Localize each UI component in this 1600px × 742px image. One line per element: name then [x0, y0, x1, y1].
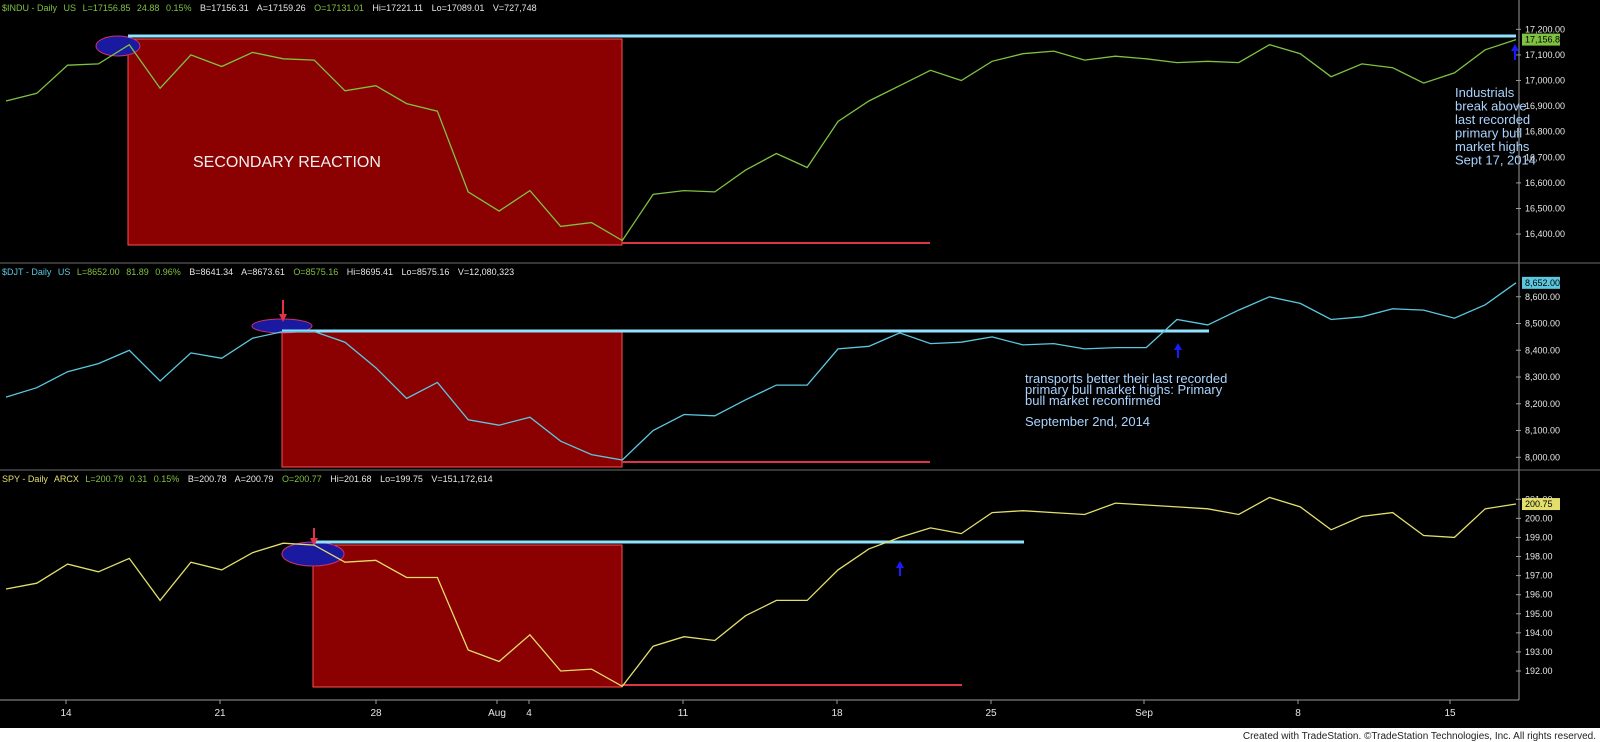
y-tick-label: 8,000.00 — [1525, 452, 1560, 462]
secondary-reaction-box — [312, 544, 623, 688]
y-tick-label: 16,400.00 — [1525, 229, 1565, 239]
indu-price-line — [5, 38, 1517, 242]
price-axis-area — [1519, 0, 1600, 728]
djt-price-line — [5, 282, 1517, 461]
pane-spy: SPY - Daily ARCX L=200.79 0.31 0.15% B=2… — [2, 474, 1024, 688]
x-tick-label: 25 — [985, 708, 997, 719]
y-tick-label: 17,200.00 — [1525, 24, 1565, 34]
x-tick-label: Sep — [1135, 708, 1153, 719]
y-tick-label: 8,300.00 — [1525, 372, 1560, 382]
x-tick-label: 4 — [526, 708, 532, 719]
up-arrow-icon — [1511, 44, 1519, 60]
industrials-note: Industrials break above last recorded pr… — [1455, 85, 1536, 168]
secondary-reaction-box — [127, 38, 623, 246]
y-tick-label: 8,400.00 — [1525, 345, 1560, 355]
secondary-reaction-box — [281, 329, 623, 468]
last-price-label: 200.75 — [1525, 499, 1553, 509]
y-tick-label: 8,200.00 — [1525, 399, 1560, 409]
y-tick-label: 8,500.00 — [1525, 319, 1560, 329]
spy-header: SPY - Daily ARCX L=200.79 0.31 0.15% B=2… — [2, 474, 493, 484]
y-tick-label: 16,500.00 — [1525, 203, 1565, 213]
up-arrow-icon — [1174, 343, 1182, 358]
x-tick-label: 28 — [370, 708, 382, 719]
last-price-badge — [1522, 276, 1560, 289]
y-tick-label: 197.00 — [1525, 571, 1553, 581]
series-layer — [5, 38, 1517, 688]
y-tick-label: 16,800.00 — [1525, 127, 1565, 137]
djt-header: $DJT - Daily US L=8652.00 81.89 0.96% B=… — [2, 267, 514, 277]
up-arrow-icon — [896, 561, 904, 576]
y-tick-label: 17,000.00 — [1525, 76, 1565, 86]
pane-indu: $INDU - Daily US L=17156.85 24.88 0.15% … — [2, 3, 1536, 246]
x-tick-label: 11 — [678, 708, 689, 719]
copyright-footer: Created with TradeStation. ©TradeStation… — [1243, 731, 1596, 742]
prior-high-ellipse — [95, 35, 141, 57]
y-tick-label: 195.00 — [1525, 609, 1553, 619]
last-price-badge — [1522, 33, 1560, 46]
y-tick-label: 192.00 — [1525, 666, 1553, 676]
y-tick-label: 16,600.00 — [1525, 178, 1565, 188]
y-tick-label: 8,100.00 — [1525, 426, 1560, 436]
x-tick-label: Aug — [488, 708, 506, 719]
time-axis: 14 21 28 Aug 4 11 18 25 Sep 8 15 — [60, 700, 1456, 719]
y-tick-label: 17,100.00 — [1525, 50, 1565, 60]
last-price-label: 8,652.00 — [1525, 278, 1560, 288]
x-tick-label: 8 — [1295, 708, 1301, 719]
last-price-badge — [1522, 498, 1560, 511]
secondary-reaction-label: SECONDARY REACTION — [193, 154, 381, 171]
y-tick-label: 8,600.00 — [1525, 292, 1560, 302]
y-tick-label: 16,700.00 — [1525, 152, 1565, 162]
y-tick-label: 16,900.00 — [1525, 101, 1565, 111]
y-tick-label: 196.00 — [1525, 590, 1553, 600]
x-tick-label: 18 — [831, 708, 843, 719]
y-tick-label: 200.00 — [1525, 513, 1553, 523]
x-tick-label: 15 — [1444, 708, 1456, 719]
y-tick-label: 199.00 — [1525, 532, 1553, 542]
x-tick-label: 14 — [60, 708, 72, 719]
x-tick-label: 21 — [214, 708, 226, 719]
down-arrow-icon — [310, 528, 318, 546]
y-tick-label: 194.00 — [1525, 628, 1553, 638]
pane-djt: $DJT - Daily US L=8652.00 81.89 0.96% B=… — [2, 267, 1231, 468]
price-axes: 16,400.00 16,500.00 16,600.00 16,700.00 16,8… — [1516, 24, 1565, 676]
down-arrow-icon — [279, 300, 287, 322]
transports-note: transports better their last recorded pr… — [1025, 371, 1231, 429]
last-price-label: 17,156.85 — [1525, 35, 1565, 45]
y-tick-label: 198.00 — [1525, 552, 1553, 562]
indu-header: $INDU - Daily US L=17156.85 24.88 0.15% … — [2, 3, 537, 13]
y-tick-label: 193.00 — [1525, 647, 1553, 657]
spy-price-line — [5, 496, 1517, 688]
